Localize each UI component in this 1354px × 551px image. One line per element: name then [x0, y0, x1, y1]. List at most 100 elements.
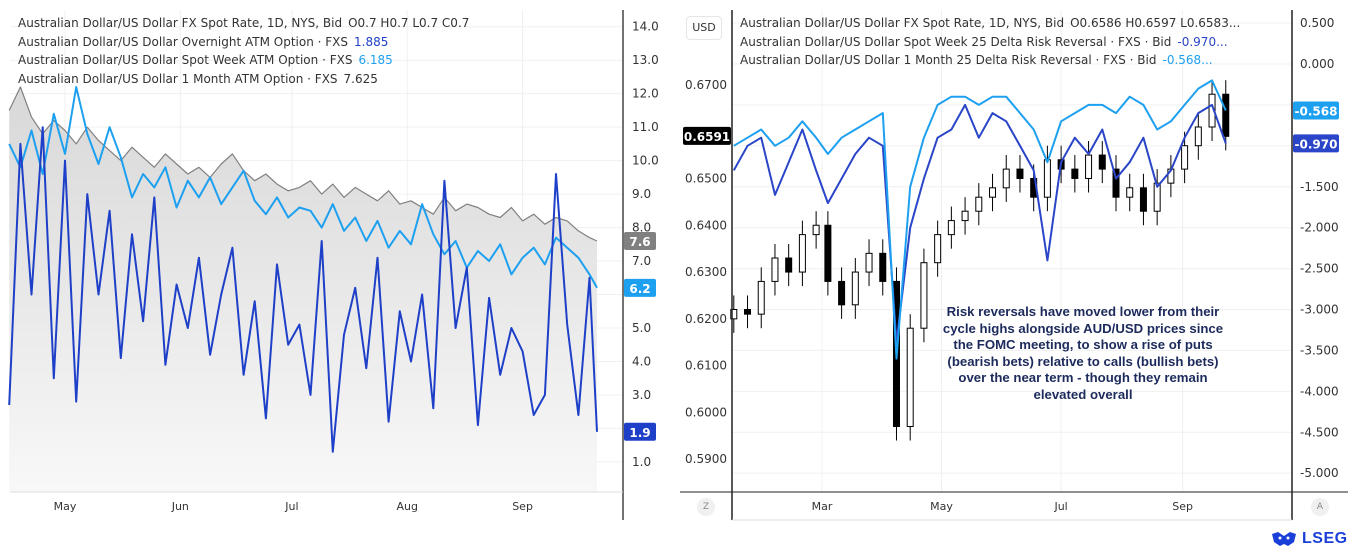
y-tick-label: 14.0 — [632, 20, 659, 34]
legend-week[interactable]: Australian Dollar/US Dollar Spot Week AT… — [18, 53, 393, 67]
candle-body — [771, 257, 779, 282]
right-y-tick-label: -4.000 — [1300, 384, 1339, 398]
x-tick-label: May — [54, 500, 77, 513]
zoom-reset-button[interactable]: Z — [697, 498, 715, 516]
candle-body — [812, 224, 820, 236]
left-y-tick-label: 0.6300 — [685, 265, 727, 279]
price-tag: 7.6 — [629, 235, 650, 249]
candle-body — [1071, 168, 1079, 179]
right-y-tick-label: -2.500 — [1300, 262, 1339, 276]
annotation-text: Risk reversals have moved lower from the… — [942, 304, 1224, 402]
logo-text: LSEG — [1302, 530, 1348, 547]
y-tick-label: 5.0 — [632, 321, 651, 335]
candle-body — [989, 187, 997, 198]
legend-spot: Australian Dollar/US Dollar FX Spot Rate… — [18, 16, 470, 30]
candle-body — [865, 252, 873, 273]
series-line-month-rr — [733, 79, 1227, 360]
y-tick-label: 4.0 — [632, 354, 651, 368]
x-tick-label: Mar — [812, 500, 833, 513]
rr-price-tag: -0.970 — [1295, 137, 1338, 151]
candle-body — [1126, 187, 1134, 198]
candle-body — [1085, 154, 1093, 179]
price-tag-bg — [1293, 101, 1339, 120]
rr-price-tag: -0.568 — [1295, 104, 1338, 118]
candle-body — [838, 280, 846, 306]
x-tick-label: Sep — [1172, 500, 1193, 513]
series-line-overnight — [8, 126, 598, 453]
price-tag-bg — [624, 278, 656, 297]
right-y-tick-label: 0.000 — [1300, 57, 1334, 71]
candle-body — [1194, 126, 1202, 147]
right-y-tick-label: -3.500 — [1300, 343, 1339, 357]
candle-body — [1098, 154, 1106, 170]
auto-scale-button[interactable]: A — [1311, 498, 1329, 516]
candle-body — [1139, 187, 1147, 212]
x-tick-label: May — [930, 500, 953, 513]
x-tick-label: Aug — [396, 500, 417, 513]
candle-body — [1002, 168, 1010, 189]
candle-body — [851, 271, 859, 306]
y-tick-label: 8.0 — [632, 221, 651, 235]
lseg-logo: LSEG — [1270, 530, 1348, 548]
x-tick-label: Jun — [171, 500, 189, 513]
candle-body — [906, 327, 914, 427]
legend-spot: Australian Dollar/US Dollar FX Spot Rate… — [740, 16, 1241, 30]
left-y-tick-label: 0.6500 — [685, 171, 727, 185]
candle-body — [1016, 168, 1024, 179]
price-tag: 6.2 — [629, 282, 650, 296]
right-y-tick-label: 0.500 — [1300, 16, 1334, 30]
left-y-tick-label: 0.5900 — [685, 452, 727, 466]
currency-label[interactable]: USD — [686, 16, 722, 40]
candle-body — [757, 280, 765, 315]
series-line-week-rr — [732, 103, 1227, 344]
area-1m-atm — [9, 87, 597, 492]
y-tick-label: 7.0 — [632, 254, 651, 268]
right-y-tick-label: -1.500 — [1300, 180, 1339, 194]
candle-body — [1222, 93, 1230, 137]
candle-body — [934, 234, 942, 264]
candle-body — [1181, 145, 1189, 170]
price-tag-bg — [624, 231, 656, 250]
legend-overnight[interactable]: Australian Dollar/US Dollar Overnight AT… — [18, 34, 389, 49]
y-tick-label: 3.0 — [632, 388, 651, 402]
right-y-tick-label: -4.500 — [1300, 425, 1339, 439]
y-tick-label: 11.0 — [632, 120, 659, 134]
legend-week-rr[interactable]: Australian Dollar/US Dollar Spot Week 25… — [740, 34, 1228, 49]
x-tick-label: Sep — [512, 500, 533, 513]
right-y-tick-label: -3.000 — [1300, 303, 1339, 317]
x-tick-label: Jul — [284, 500, 298, 513]
series-line-month — [8, 86, 598, 242]
candle-body — [961, 210, 969, 222]
left-y-tick-label: 0.6100 — [685, 359, 727, 373]
candle-body — [879, 252, 887, 282]
left-legend: Australian Dollar/US Dollar FX Spot Rate… — [18, 14, 469, 88]
candle-body — [1112, 168, 1120, 198]
price-tag-bg — [1293, 134, 1339, 153]
left-y-tick-label: 0.6400 — [685, 218, 727, 232]
candle-body — [947, 220, 955, 236]
legend-month-rr[interactable]: Australian Dollar/US Dollar 1 Month 25 D… — [740, 53, 1213, 67]
candle-body — [975, 196, 983, 212]
y-tick-label: 12.0 — [632, 87, 659, 101]
spot-price-tag: 0.6591 — [684, 130, 730, 144]
lion-crest-icon — [1272, 532, 1296, 546]
candle-body — [920, 262, 928, 329]
y-tick-label: 9.0 — [632, 187, 651, 201]
legend-month[interactable]: Australian Dollar/US Dollar 1 Month ATM … — [18, 71, 378, 86]
y-tick-label: 10.0 — [632, 154, 659, 168]
price-tag-bg — [683, 126, 731, 145]
x-tick-label: Jul — [1053, 500, 1067, 513]
price-tag: 1.9 — [629, 426, 650, 440]
right-legend: Australian Dollar/US Dollar FX Spot Rate… — [740, 14, 1240, 70]
left-y-tick-label: 0.6700 — [685, 78, 727, 92]
y-tick-label: 13.0 — [632, 53, 659, 67]
candle-body — [744, 308, 752, 315]
left-y-tick-label: 0.6000 — [685, 405, 727, 419]
left-y-tick-label: 0.6200 — [685, 312, 727, 326]
series-line-week — [8, 86, 598, 289]
right-y-tick-label: -2.000 — [1300, 221, 1339, 235]
y-tick-label: 1.0 — [632, 455, 651, 469]
right-y-tick-label: -5.000 — [1300, 466, 1339, 480]
